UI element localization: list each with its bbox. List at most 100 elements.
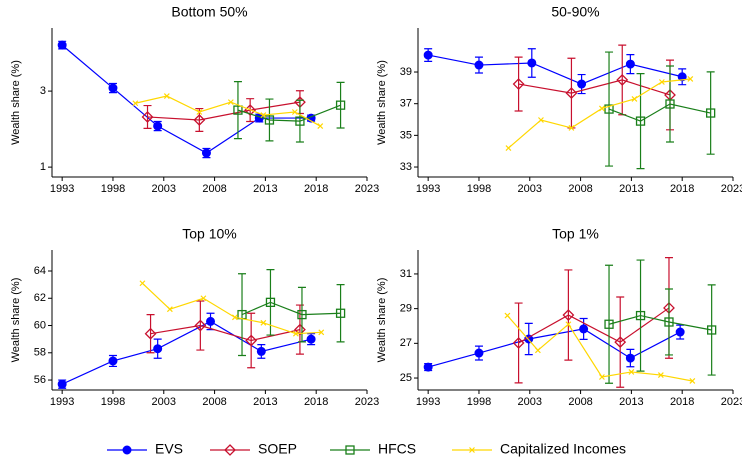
y-tick-label: 62	[34, 292, 46, 304]
series-line	[61, 320, 312, 385]
x-tick-label: 2023	[721, 183, 742, 195]
x-tick-label: 2013	[619, 396, 643, 408]
x-tick-label: 2018	[304, 183, 328, 195]
x-tick-label: 2008	[568, 183, 592, 195]
legend-item: HFCS	[330, 441, 416, 457]
panel-title: 50-90%	[551, 4, 599, 20]
data-point	[231, 314, 238, 321]
error-bar	[666, 65, 674, 143]
series	[141, 90, 306, 132]
x-tick-label: 1998	[101, 183, 125, 195]
series-line	[147, 101, 301, 121]
error-bar	[233, 80, 242, 140]
x-tick-label: 1993	[50, 183, 74, 195]
data-point	[616, 74, 629, 86]
legend-label: EVS	[155, 441, 183, 457]
data-point	[260, 112, 267, 118]
data-point	[664, 317, 674, 327]
data-point	[512, 78, 525, 90]
y-tick-label: 64	[34, 265, 46, 277]
data-point	[227, 99, 234, 106]
data-point	[264, 115, 275, 125]
data-point	[57, 40, 67, 50]
data-point	[538, 117, 544, 123]
error-bar	[238, 273, 247, 357]
data-point	[260, 319, 267, 326]
y-tick-label: 27	[400, 337, 412, 349]
error-bar	[664, 288, 673, 356]
series	[132, 93, 324, 129]
y-axis-title: Wealth share (%)	[376, 278, 388, 363]
error-bar	[618, 44, 627, 116]
data-point	[57, 379, 67, 389]
error-bar	[196, 300, 205, 351]
error-bar	[706, 71, 715, 155]
data-point	[423, 362, 433, 372]
x-tick-label: 2023	[355, 183, 379, 195]
series-line	[608, 103, 711, 122]
data-point	[658, 79, 665, 85]
error-bar	[514, 56, 523, 112]
x-tick-label: 2018	[670, 183, 694, 195]
x-tick-label: 1998	[467, 183, 491, 195]
data-point	[196, 109, 203, 115]
panel-title: Top 1%	[552, 226, 599, 242]
data-point	[689, 378, 696, 384]
data-point	[108, 83, 118, 93]
error-bar	[636, 73, 645, 170]
data-point	[153, 344, 163, 354]
error-bar	[143, 104, 152, 129]
y-tick-label: 60	[34, 319, 46, 331]
series	[233, 80, 346, 143]
series	[57, 40, 316, 159]
data-point	[665, 99, 675, 109]
legend-item: Capitalized Incomes	[452, 441, 626, 457]
data-point	[635, 310, 646, 321]
x-tick-label: 2008	[202, 183, 226, 195]
series	[512, 257, 675, 388]
data-point	[628, 369, 635, 375]
data-point	[206, 316, 216, 326]
y-tick-label: 31	[400, 268, 412, 280]
series-line	[508, 78, 691, 149]
error-bar	[146, 314, 155, 354]
data-point	[534, 347, 541, 354]
error-bar	[564, 269, 573, 361]
error-bar	[636, 259, 645, 372]
data-point	[139, 280, 146, 287]
x-tick-label: 1998	[467, 396, 491, 408]
data-point	[294, 323, 306, 336]
y-tick-label: 1	[40, 161, 46, 173]
data-point	[677, 72, 687, 82]
series-line	[518, 79, 671, 96]
y-tick-label: 3	[40, 85, 46, 97]
error-bar	[247, 312, 256, 369]
y-tick-label: 33	[400, 161, 412, 173]
data-point	[108, 356, 118, 366]
x-tick-label: 1993	[416, 183, 440, 195]
legend-item: SOEP	[210, 441, 297, 457]
data-point	[598, 105, 605, 112]
data-point	[527, 58, 537, 68]
series-line	[608, 314, 712, 331]
series	[144, 300, 306, 369]
data-point	[166, 306, 173, 313]
data-point	[631, 96, 638, 102]
data-point	[292, 330, 299, 337]
x-tick-label: 2003	[518, 183, 542, 195]
x-tick-label: 2003	[152, 183, 176, 195]
x-tick-label: 1998	[101, 396, 125, 408]
data-point	[163, 93, 170, 99]
data-point	[194, 319, 207, 332]
error-bar	[336, 81, 345, 129]
series	[604, 51, 716, 170]
data-point	[474, 60, 484, 70]
legend-marker	[469, 447, 475, 453]
series	[423, 317, 685, 372]
data-point	[233, 105, 243, 115]
legend-marker	[345, 445, 355, 455]
x-tick-label: 2023	[355, 396, 379, 408]
error-bar	[514, 302, 523, 384]
data-point	[598, 374, 605, 380]
